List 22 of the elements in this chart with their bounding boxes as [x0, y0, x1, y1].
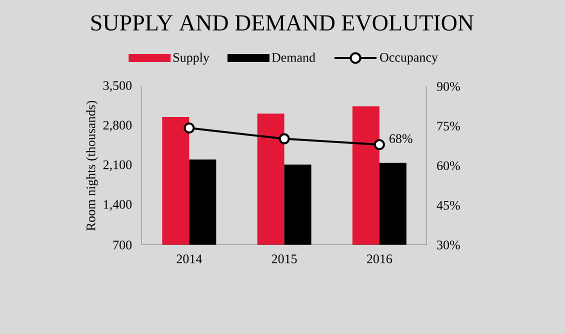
data-label: 68%	[390, 134, 412, 144]
y-tick-label: 3,500	[103, 81, 132, 92]
legend-label: Occupancy	[380, 52, 438, 64]
x-tick-label: 2016	[366, 254, 392, 264]
y2-tick-label: 75%	[437, 122, 460, 131]
y2-tick-label: 90%	[436, 82, 460, 91]
y-axis-title: Room nights (thousands)	[86, 100, 98, 231]
x-tick-label: 2015	[272, 254, 297, 264]
y2-tick-label: 60%	[437, 161, 460, 170]
y-tick-label: 1,400	[104, 200, 132, 211]
legend-label: Demand	[272, 52, 316, 62]
y-tick-label: 700	[113, 240, 132, 250]
y2-tick-label: 30%	[437, 240, 460, 250]
x-tick-label: 2014	[176, 254, 202, 264]
legend-label: Supply	[173, 52, 210, 65]
y-tick-label: 2,100	[103, 160, 132, 172]
y-tick-label: 2,800	[103, 120, 132, 132]
point	[184, 122, 195, 134]
y2-tick-label: 45%	[436, 200, 460, 210]
point	[278, 133, 290, 144]
point	[374, 139, 385, 150]
chart-title: SUPPLY AND DEMAND EVOLUTION	[91, 15, 474, 31]
